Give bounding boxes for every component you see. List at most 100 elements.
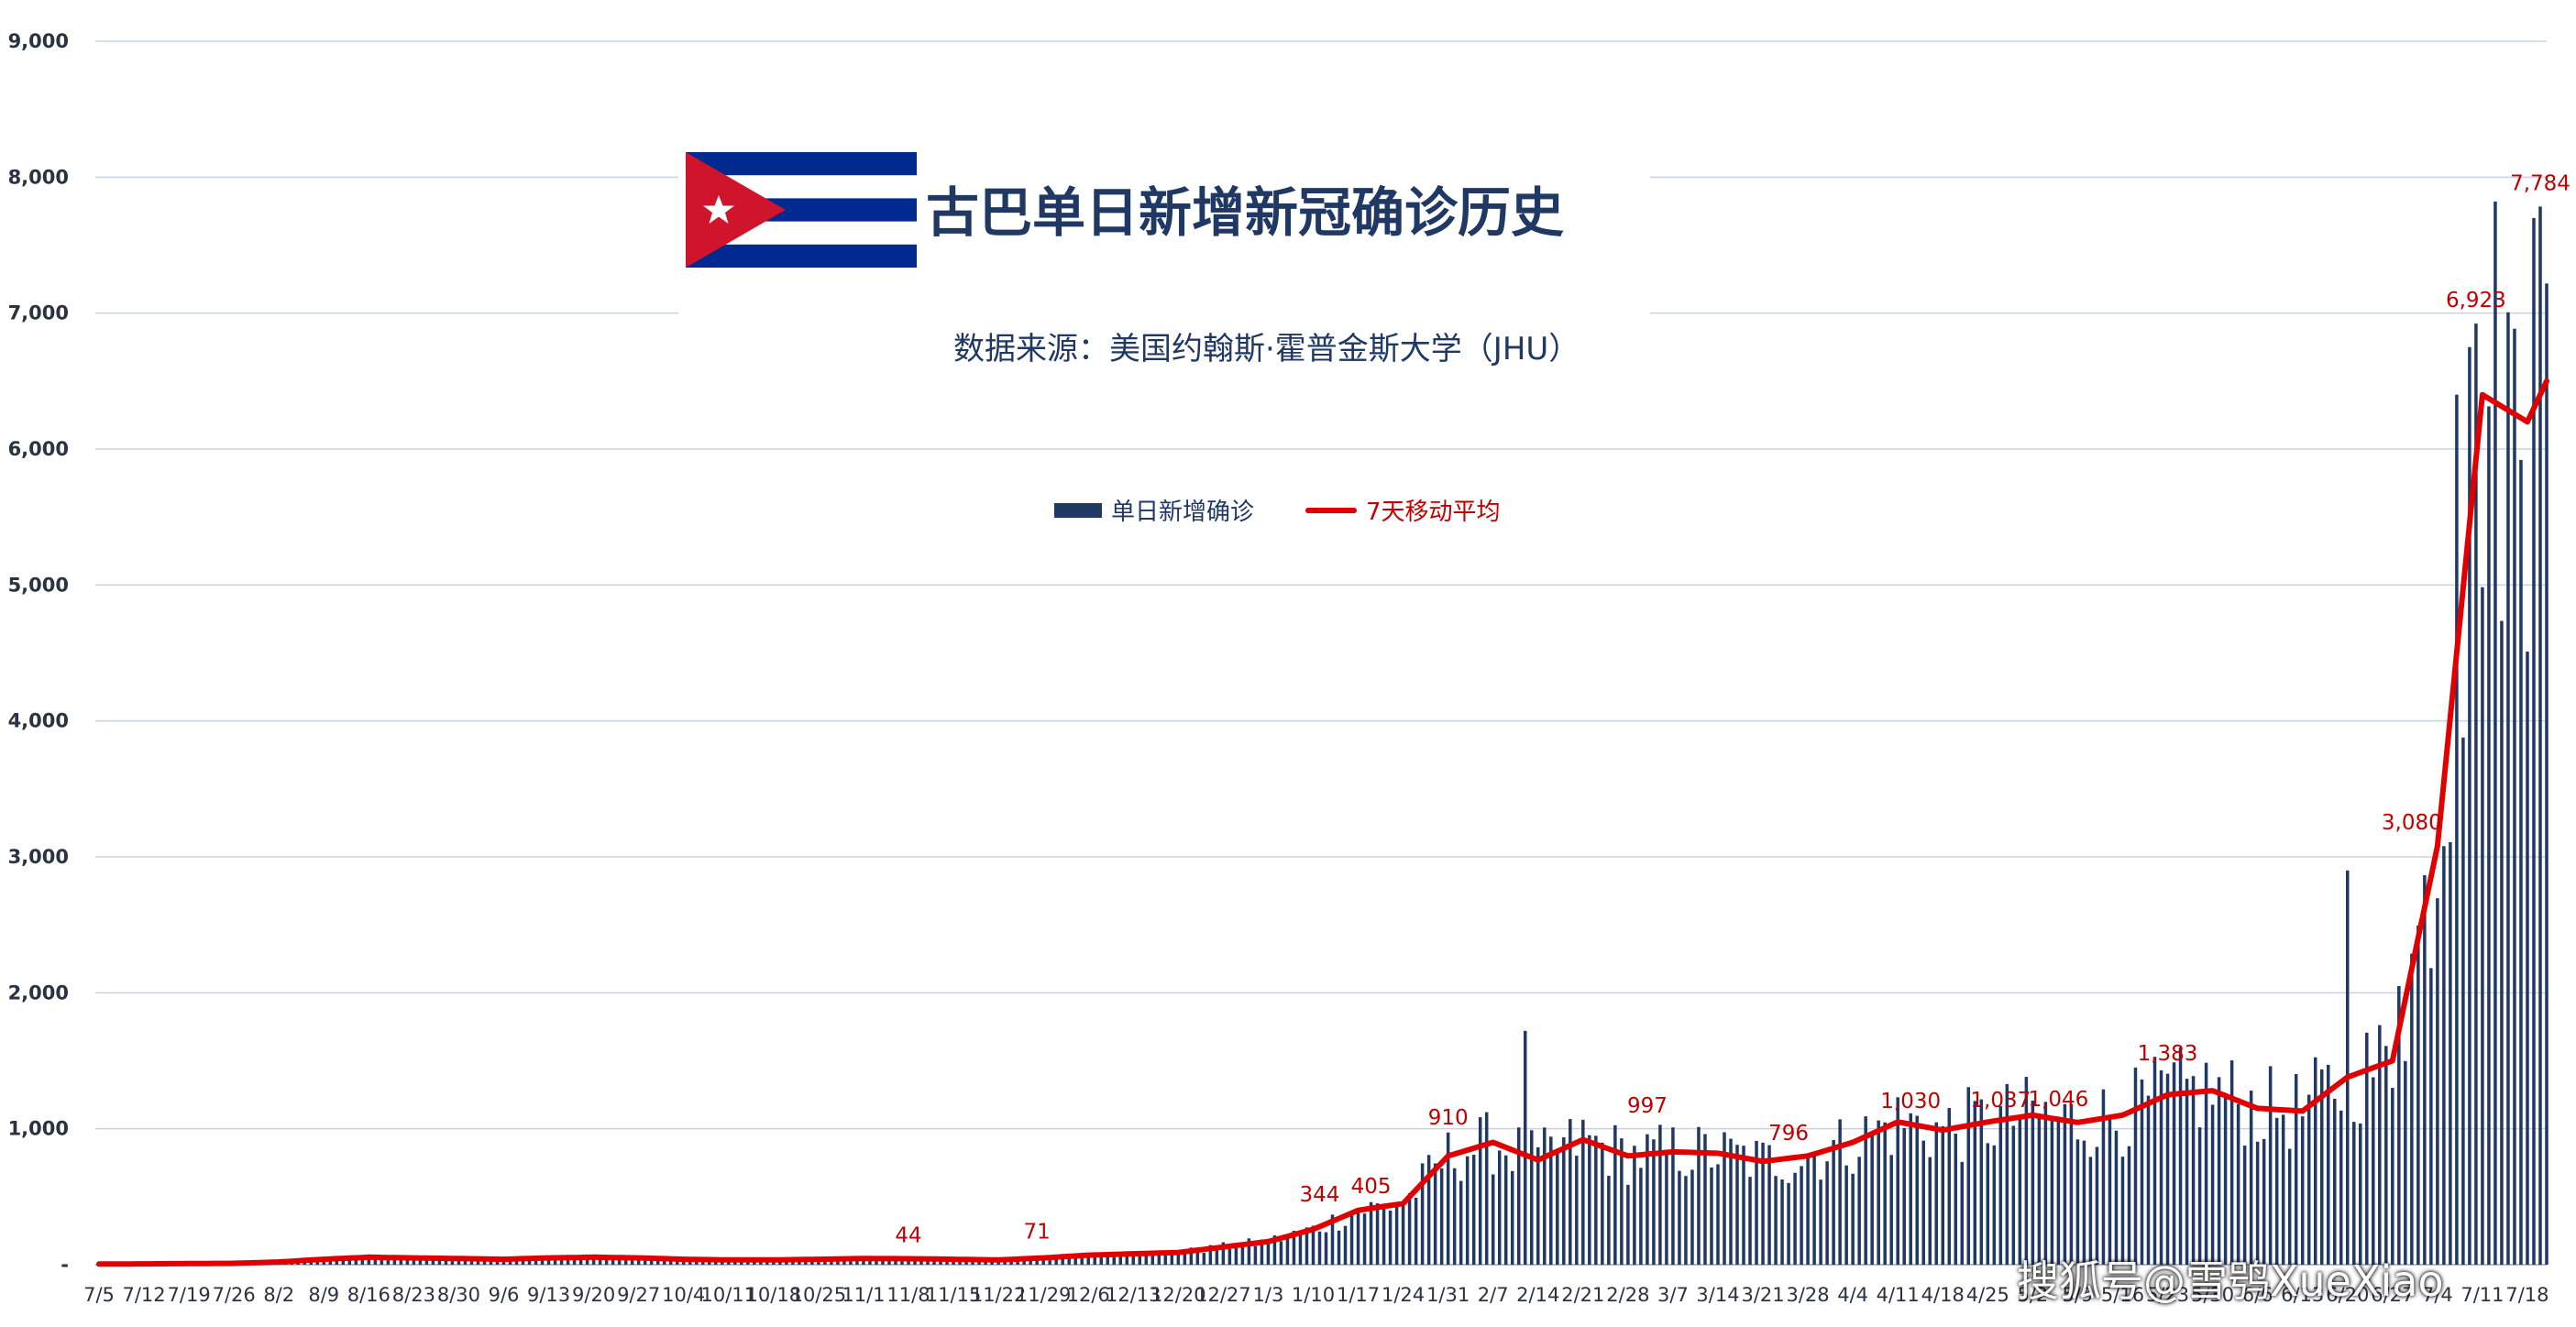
- x-tick-label: 9/6: [489, 1284, 520, 1306]
- x-tick-label: 11/22: [971, 1284, 1027, 1306]
- daily-bar: [668, 1259, 673, 1265]
- data-label: 796: [1768, 1122, 1809, 1146]
- legend-label-daily: 单日新增确诊: [1111, 499, 1255, 526]
- daily-bar: [623, 1258, 628, 1265]
- data-label: 344: [1300, 1183, 1340, 1207]
- x-tick-label: 7/11: [2460, 1284, 2504, 1306]
- daily-bar: [2545, 283, 2548, 1266]
- x-tick-label: 5/16: [2101, 1284, 2144, 1306]
- daily-bar: [1825, 1161, 1829, 1265]
- data-label: 1,046: [2028, 1088, 2088, 1112]
- daily-bar: [1986, 1143, 1990, 1265]
- daily-bar: [2178, 1047, 2183, 1265]
- daily-bar: [2069, 1103, 2074, 1265]
- daily-bar: [1260, 1239, 1264, 1265]
- daily-bar: [1516, 1127, 1521, 1265]
- daily-bar: [1073, 1256, 1077, 1265]
- daily-bar: [1343, 1225, 1348, 1265]
- daily-bar: [1703, 1134, 1707, 1265]
- daily-bar: [521, 1258, 525, 1265]
- data-label: 997: [1627, 1094, 1668, 1118]
- daily-bar: [611, 1257, 615, 1265]
- daily-bar: [1960, 1161, 1965, 1265]
- daily-bar: [1883, 1122, 1887, 1265]
- daily-bar: [1317, 1231, 1322, 1265]
- daily-bar: [2262, 1138, 2266, 1265]
- daily-bar: [399, 1259, 403, 1265]
- daily-bar: [2391, 1088, 2394, 1265]
- daily-bar: [2487, 406, 2491, 1265]
- daily-bar: [2095, 1146, 2099, 1265]
- daily-bar: [2513, 328, 2516, 1265]
- moving-average-series: [96, 378, 2549, 1267]
- daily-bar: [559, 1256, 564, 1265]
- daily-bar: [1581, 1119, 1585, 1265]
- daily-bar: [2506, 312, 2510, 1266]
- daily-bar: [1337, 1230, 1341, 1265]
- daily-bar: [1465, 1156, 1470, 1265]
- daily-bar: [2255, 1141, 2260, 1265]
- daily-bar: [1221, 1242, 1226, 1265]
- daily-bar: [1633, 1146, 1636, 1265]
- daily-bar: [2082, 1140, 2086, 1265]
- daily-bar: [2197, 1127, 2202, 1265]
- daily-bar: [1478, 1117, 1482, 1265]
- daily-bar: [1452, 1168, 1457, 1265]
- daily-bar: [2436, 898, 2439, 1265]
- daily-bar: [2281, 1114, 2285, 1265]
- x-tick-label: 4/25: [1966, 1284, 2009, 1306]
- daily-bar: [1189, 1247, 1194, 1265]
- daily-bar: [2249, 1091, 2253, 1265]
- daily-bar: [437, 1258, 442, 1265]
- x-tick-label: 2/14: [1516, 1284, 1559, 1306]
- daily-bar: [1272, 1235, 1277, 1265]
- daily-bar: [1607, 1176, 1611, 1265]
- daily-bar: [1767, 1145, 1771, 1265]
- daily-bar: [2204, 1062, 2208, 1265]
- x-tick-label: 6/20: [2326, 1284, 2369, 1306]
- x-tick-label: 2/21: [1561, 1284, 1604, 1306]
- daily-bar: [2519, 459, 2523, 1266]
- x-tick-label: 8/30: [437, 1284, 480, 1306]
- daily-bar: [2031, 1100, 2035, 1265]
- y-tick-label: 2,000: [8, 982, 69, 1003]
- daily-bar: [2474, 324, 2478, 1265]
- daily-bar: [2114, 1130, 2119, 1265]
- daily-bar: [2313, 1057, 2317, 1265]
- x-tick-label: 10/25: [791, 1284, 847, 1306]
- daily-bar: [1716, 1164, 1720, 1265]
- daily-bar: [1992, 1145, 1997, 1265]
- data-label: 6,923: [2446, 289, 2506, 313]
- daily-bar: [1112, 1254, 1116, 1265]
- daily-bar: [1138, 1256, 1142, 1265]
- daily-bar: [1909, 1113, 1912, 1265]
- x-axis-ticks: 7/5 7/12 7/19 7/26 8/2 8/9 8/16 8/23 8/30 9/6 9/13…: [83, 1284, 2548, 1306]
- daily-bar: [1652, 1139, 1656, 1265]
- x-tick-label: 7/19: [168, 1284, 211, 1306]
- x-tick-label: 10/18: [746, 1284, 802, 1306]
- daily-bar: [1382, 1203, 1386, 1265]
- x-tick-label: 8/9: [308, 1284, 339, 1306]
- daily-bar: [1838, 1119, 1842, 1265]
- daily-bar: [1144, 1256, 1149, 1265]
- daily-bar: [2140, 1079, 2144, 1265]
- daily-bar: [1569, 1119, 1572, 1265]
- daily-bar: [1723, 1132, 1726, 1265]
- daily-bar: [1227, 1248, 1232, 1265]
- daily-bar: [424, 1258, 429, 1265]
- daily-bar: [1016, 1259, 1019, 1265]
- daily-bar: [1459, 1180, 1463, 1265]
- daily-bar: [1626, 1184, 1630, 1265]
- daily-bar: [1401, 1205, 1405, 1265]
- daily-bar: [2326, 1064, 2330, 1265]
- daily-bar: [1812, 1154, 1816, 1265]
- x-tick-label: 7/4: [2422, 1284, 2453, 1306]
- daily-bar: [1491, 1174, 1495, 1265]
- daily-bar: [1857, 1157, 1861, 1265]
- daily-bar: [2429, 968, 2433, 1265]
- daily-bar: [1375, 1203, 1380, 1265]
- daily-bar: [546, 1257, 551, 1265]
- x-tick-label: 5/30: [2191, 1284, 2234, 1306]
- x-tick-label: 2/7: [1478, 1284, 1509, 1306]
- daily-bar: [508, 1259, 512, 1265]
